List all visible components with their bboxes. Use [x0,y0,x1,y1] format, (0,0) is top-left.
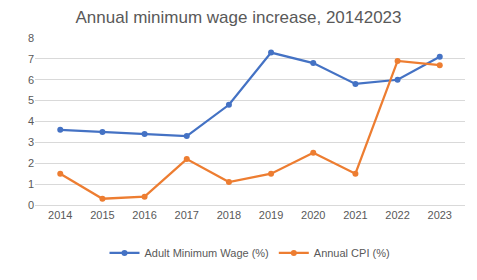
svg-text:Annual CPI (%): Annual CPI (%) [314,247,390,259]
svg-text:2014: 2014 [48,209,72,221]
svg-text:2023: 2023 [428,209,452,221]
svg-text:2015: 2015 [90,209,114,221]
svg-text:0: 0 [28,199,34,211]
svg-text:2018: 2018 [217,209,241,221]
svg-text:4: 4 [28,115,34,127]
svg-text:6: 6 [28,74,34,86]
svg-text:3: 3 [28,136,34,148]
svg-text:2021: 2021 [343,209,367,221]
svg-text:7: 7 [28,53,34,65]
svg-text:2022: 2022 [385,209,409,221]
svg-text:8: 8 [28,32,34,44]
svg-text:2019: 2019 [259,209,283,221]
svg-text:5: 5 [28,94,34,106]
svg-text:Annual minimum wage increase,: Annual minimum wage increase, 20142023 [75,8,401,27]
svg-text:2: 2 [28,157,34,169]
svg-text:Adult Minimum Wage (%): Adult Minimum Wage (%) [145,247,269,259]
svg-text:2016: 2016 [132,209,156,221]
svg-text:1: 1 [28,178,34,190]
svg-text:2017: 2017 [175,209,199,221]
svg-text:2020: 2020 [301,209,325,221]
